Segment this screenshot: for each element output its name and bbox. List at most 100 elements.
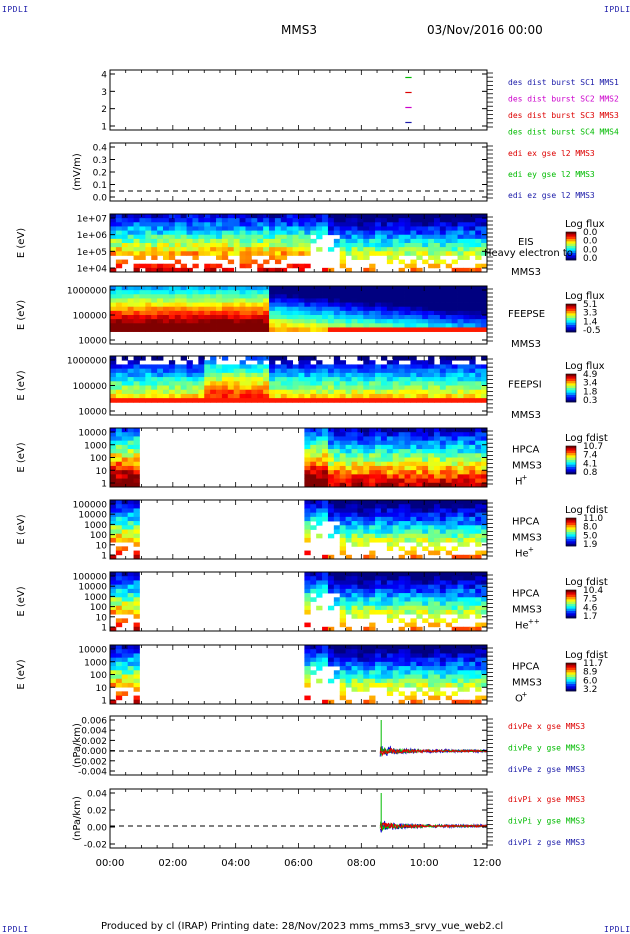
y-tick-label: 10000 (78, 646, 107, 656)
colorbar-cell (566, 677, 576, 680)
colorbar-cell (566, 306, 576, 309)
x-tick-label: 00:00 (96, 858, 125, 869)
panel-frame-sc-availability (109, 69, 488, 131)
colorbar-cell (566, 520, 576, 523)
instrument-name-hpca-o: HPCA (512, 662, 540, 673)
colorbar-frame-hpca-hepp (565, 589, 577, 619)
colorbar-cell (566, 257, 576, 261)
y-tick-label: 10 (96, 684, 108, 694)
heatmap-hpca-hepp (110, 572, 488, 632)
colorbar-cell (566, 246, 576, 249)
colorbar-cell (566, 684, 576, 687)
y-tick-label: 100 (90, 454, 107, 464)
colorbar-frame-hpca-o (565, 662, 577, 692)
colorbar-cell (566, 397, 576, 400)
date-title: 03/Nov/2016 00:00 (427, 23, 543, 37)
colorbar-label: 7.4 (583, 451, 598, 461)
y-tick-label: 0.0 (93, 194, 108, 204)
legend-entry-divpe: divPe z gse MMS3 (508, 765, 585, 774)
y-tick-label: 10000 (78, 429, 107, 439)
colorbar-cell (566, 469, 576, 472)
y-tick-label: 2 (101, 105, 107, 115)
colorbar-cell (566, 374, 576, 377)
colorbar-label: 7.5 (583, 595, 597, 605)
species-label-hpca-he: He (515, 549, 529, 560)
species-charge-hpca-he: + (528, 546, 534, 554)
colorbar-label: 0.8 (583, 468, 598, 478)
colorbar-label: 3.4 (583, 379, 598, 389)
legend-entry-sc: des dist burst SC2 MMS2 (508, 95, 619, 104)
corner-label-top-right: IPDLI (604, 5, 630, 14)
species-charge-hpca-o: + (522, 691, 528, 699)
colorbar-cell (566, 385, 576, 389)
colorbar-cell (566, 395, 576, 398)
colorbar-label: 1.7 (583, 612, 597, 622)
colorbar-label: 11.0 (583, 514, 603, 524)
y-tick-label: 100000 (73, 382, 108, 392)
y-tick-label: 1000000 (67, 287, 107, 297)
y-tick-label: 0.3 (93, 156, 107, 166)
y-tick-label: 1000 (84, 441, 107, 451)
y-tick-label: 0.2 (93, 169, 107, 179)
instrument-spacecraft-feepsi: MMS3 (511, 410, 541, 421)
colorbar-cell (566, 592, 576, 595)
x-tick-label: 08:00 (347, 858, 376, 869)
x-tick-label: 12:00 (473, 858, 502, 869)
legend-entry-divpe: divPe y gse MMS3 (508, 744, 585, 753)
colorbar-frame-hpca-he (565, 517, 577, 547)
y-axis-label-hpca-h: E (eV) (16, 442, 27, 472)
y-tick-label: 1 (101, 123, 107, 133)
corner-label-bottom-right: IPDLI (604, 925, 630, 934)
heatmap-feepsi (110, 356, 488, 403)
colorbar-cell (566, 448, 576, 451)
colorbar-cell (566, 250, 576, 254)
y-tick-label: 0.004 (81, 727, 107, 737)
colorbar-cell (566, 688, 576, 692)
y-tick-label: 1000 (84, 658, 107, 668)
series-divpi-2 (379, 822, 488, 831)
colorbar-title-feepse: Log flux (565, 291, 605, 302)
colorbar-label: 4.9 (583, 370, 598, 380)
colorbar-cell (566, 329, 576, 333)
colorbar-title-hpca-h: Log fdist (565, 433, 608, 444)
colorbar-cell (566, 234, 576, 237)
y-axis-label-divpe: (nPa/km) (72, 723, 83, 768)
y-tick-label: 4 (101, 71, 107, 81)
panel-frame-feepsi (109, 355, 488, 416)
heatmap-hpca-he (110, 500, 488, 560)
instrument-name-hpca-h: HPCA (512, 445, 540, 456)
y-axis-label-hpca-he: E (eV) (16, 514, 27, 544)
colorbar-cell (566, 608, 576, 612)
panel-frame-edi-efield (109, 142, 488, 202)
colorbar-cell (566, 594, 576, 598)
panel-frame-hpca-h (109, 427, 488, 488)
colorbar-cell (566, 313, 576, 316)
instrument-spacecraft-feepse: MMS3 (511, 339, 541, 350)
y-tick-label: 1e+07 (77, 215, 107, 225)
colorbar-cell (566, 450, 576, 454)
colorbar-label: 3.3 (583, 309, 597, 319)
legend-entry-edi-efield: edi ey gse l2 MMS3 (508, 170, 595, 179)
y-tick-label: 10000 (78, 408, 107, 418)
y-tick-label: 10000 (78, 337, 107, 347)
colorbar-title-feepsi: Log flux (565, 361, 605, 372)
y-axis-label-hpca-hepp: E (eV) (16, 586, 27, 616)
colorbar-cell (566, 462, 576, 465)
legend-entry-divpe: divPe x gse MMS3 (508, 722, 585, 731)
colorbar-cell (566, 536, 576, 540)
colorbar-cell (566, 243, 576, 247)
colorbar-cell (566, 611, 576, 614)
colorbar-cell (566, 615, 576, 619)
y-tick-label: -0.004 (78, 768, 107, 778)
y-tick-label: 1e+06 (77, 231, 108, 241)
colorbar-cell (566, 534, 576, 537)
legend-entry-divpi: divPi z gse MMS3 (508, 838, 585, 847)
y-tick-label: 1 (101, 480, 107, 490)
y-tick-label: 0.04 (87, 790, 107, 800)
colorbar-title-hpca-o: Log fdist (565, 650, 608, 661)
colorbar-cell (566, 597, 576, 600)
colorbar-cell (566, 539, 576, 542)
y-tick-label: 100000 (73, 573, 108, 583)
colorbar-cell (566, 378, 576, 382)
